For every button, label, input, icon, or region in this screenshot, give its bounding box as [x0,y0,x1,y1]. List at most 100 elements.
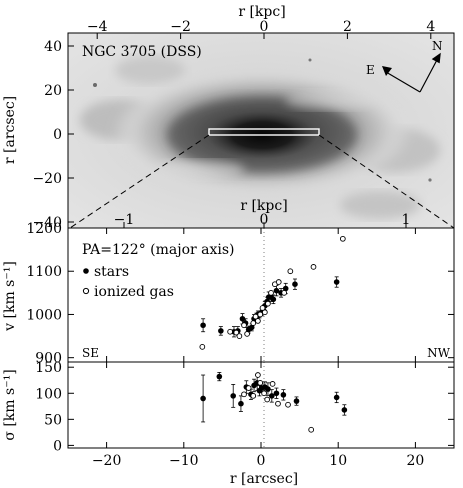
star-data-point [248,324,255,331]
star-data-point [216,373,223,380]
star-data-point [282,285,289,292]
left-tick-label: −40 [32,215,62,231]
star-data-point [230,393,237,399]
star-data-point [239,315,246,322]
gas-data-point [261,390,267,397]
x-tick-label: 20 [406,453,424,469]
y-tick-label: 1000 [26,307,62,323]
left-tick-label: 0 [53,127,62,143]
slit-outline [208,128,320,136]
star-data-point [341,407,348,413]
legend-stars-marker [83,268,89,274]
inner-axis-label: r [kpc] [240,198,287,214]
nw-label: NW [427,346,451,360]
left-tick-label: 20 [44,83,62,99]
star-data-point [280,392,287,398]
x-axis-label: r [arcsec] [230,471,298,487]
gas-data-point [227,328,233,335]
inner-tick-label: −1 [114,212,135,228]
gas-data-point [262,309,268,316]
gas-data-point [244,331,250,337]
gas-data-point [255,372,261,378]
gas-data-point [233,329,240,336]
x-tick-label: 0 [257,453,266,469]
top-tick-label: 4 [426,19,435,35]
gas-data-point [250,320,257,326]
gas-data-point [259,305,266,311]
left-axis-label: r [arcsec] [2,96,18,164]
gas-data-point [275,279,282,285]
se-label: SE [82,346,99,360]
velocity-points [199,235,346,350]
legend-stars-label: stars [94,264,129,280]
pa-annotation: PA=122° (major axis) [82,242,235,258]
image-title: NGC 3705 (DSS) [82,44,202,60]
velocity-ticks: 1200 1100 1000 900 [26,221,454,367]
star-data-point [218,328,224,334]
galaxy-image-panel: NGC 3705 (DSS) N E r [kpc] −4 −2 0 2 4 r [ar… [2,4,455,231]
gas-data-point [285,401,291,408]
slit-projection-right [318,134,455,229]
star-data-point [270,296,277,303]
dispersion-ticks: 150 100 50 0 −20 −10 0 10 20 [35,360,454,469]
top-axis-label: r [kpc] [238,4,285,20]
gas-data-point [339,235,346,242]
gas-data-point [308,426,315,433]
top-tick-label: −4 [87,19,108,35]
gas-data-point [236,333,243,339]
top-tick-label: 2 [343,19,352,35]
star-data-point [269,393,275,399]
gas-data-point [310,264,317,270]
star-data-point [238,400,244,407]
star-data-point [333,394,340,401]
star-data-point [200,322,206,329]
top-tick-label: −2 [170,19,191,35]
legend-gas-marker [82,287,90,295]
compass-n-label: N [432,39,443,53]
left-tick-label: 40 [44,39,62,55]
gas-data-point [241,322,247,329]
left-axis-ticks: 40 20 0 −20 −40 [32,39,74,231]
x-tick-label: −10 [169,453,199,469]
star-data-point [273,287,280,294]
gas-data-point [257,311,264,318]
slit-projection-left [69,134,210,229]
gas-data-point [257,379,264,386]
legend-gas-label: ionized gas [94,284,174,300]
gas-data-point [275,400,281,407]
gas-data-point [269,381,276,387]
y-tick-label: 150 [35,360,62,376]
gas-data-point [281,289,288,296]
velocity-panel: v [km s⁻¹] PA=122° (major axis) stars io… [2,221,455,367]
inner-axis-ticks: −1 0 1 [114,212,410,228]
x-tick-label: 10 [329,453,347,469]
star-data-point [292,281,298,287]
inner-tick-label: 0 [260,212,269,228]
compass-e-label: E [366,63,375,77]
gas-data-point [245,385,252,391]
left-tick-label: −20 [32,171,62,187]
dispersion-axis-label: σ [km s⁻¹] [2,369,18,440]
dispersion-frame [67,361,455,449]
gas-data-point [250,393,257,399]
velocity-axis-label: v [km s⁻¹] [2,261,18,332]
dispersion-points [200,372,348,433]
y-tick-label: 0 [53,438,62,454]
gas-data-point [264,396,271,403]
gas-data-point [241,391,247,398]
dispersion-panel: σ [km s⁻¹] r [arcsec] 150 100 50 0 −20 −10 0 10… [2,360,455,487]
star-data-point [333,279,340,285]
star-data-point [273,390,280,397]
top-axis-ticks: −4 −2 0 2 4 [87,19,435,39]
star-data-point [293,398,300,404]
top-tick-label: 0 [260,19,269,35]
x-tick-label: −20 [92,453,122,469]
gas-data-point [287,268,294,275]
gas-data-point [265,300,271,307]
y-tick-label: 50 [44,412,62,428]
gas-data-point [255,318,261,324]
gas-data-point [252,313,259,320]
gas-data-point [199,344,206,350]
y-tick-label: 1100 [26,264,62,280]
